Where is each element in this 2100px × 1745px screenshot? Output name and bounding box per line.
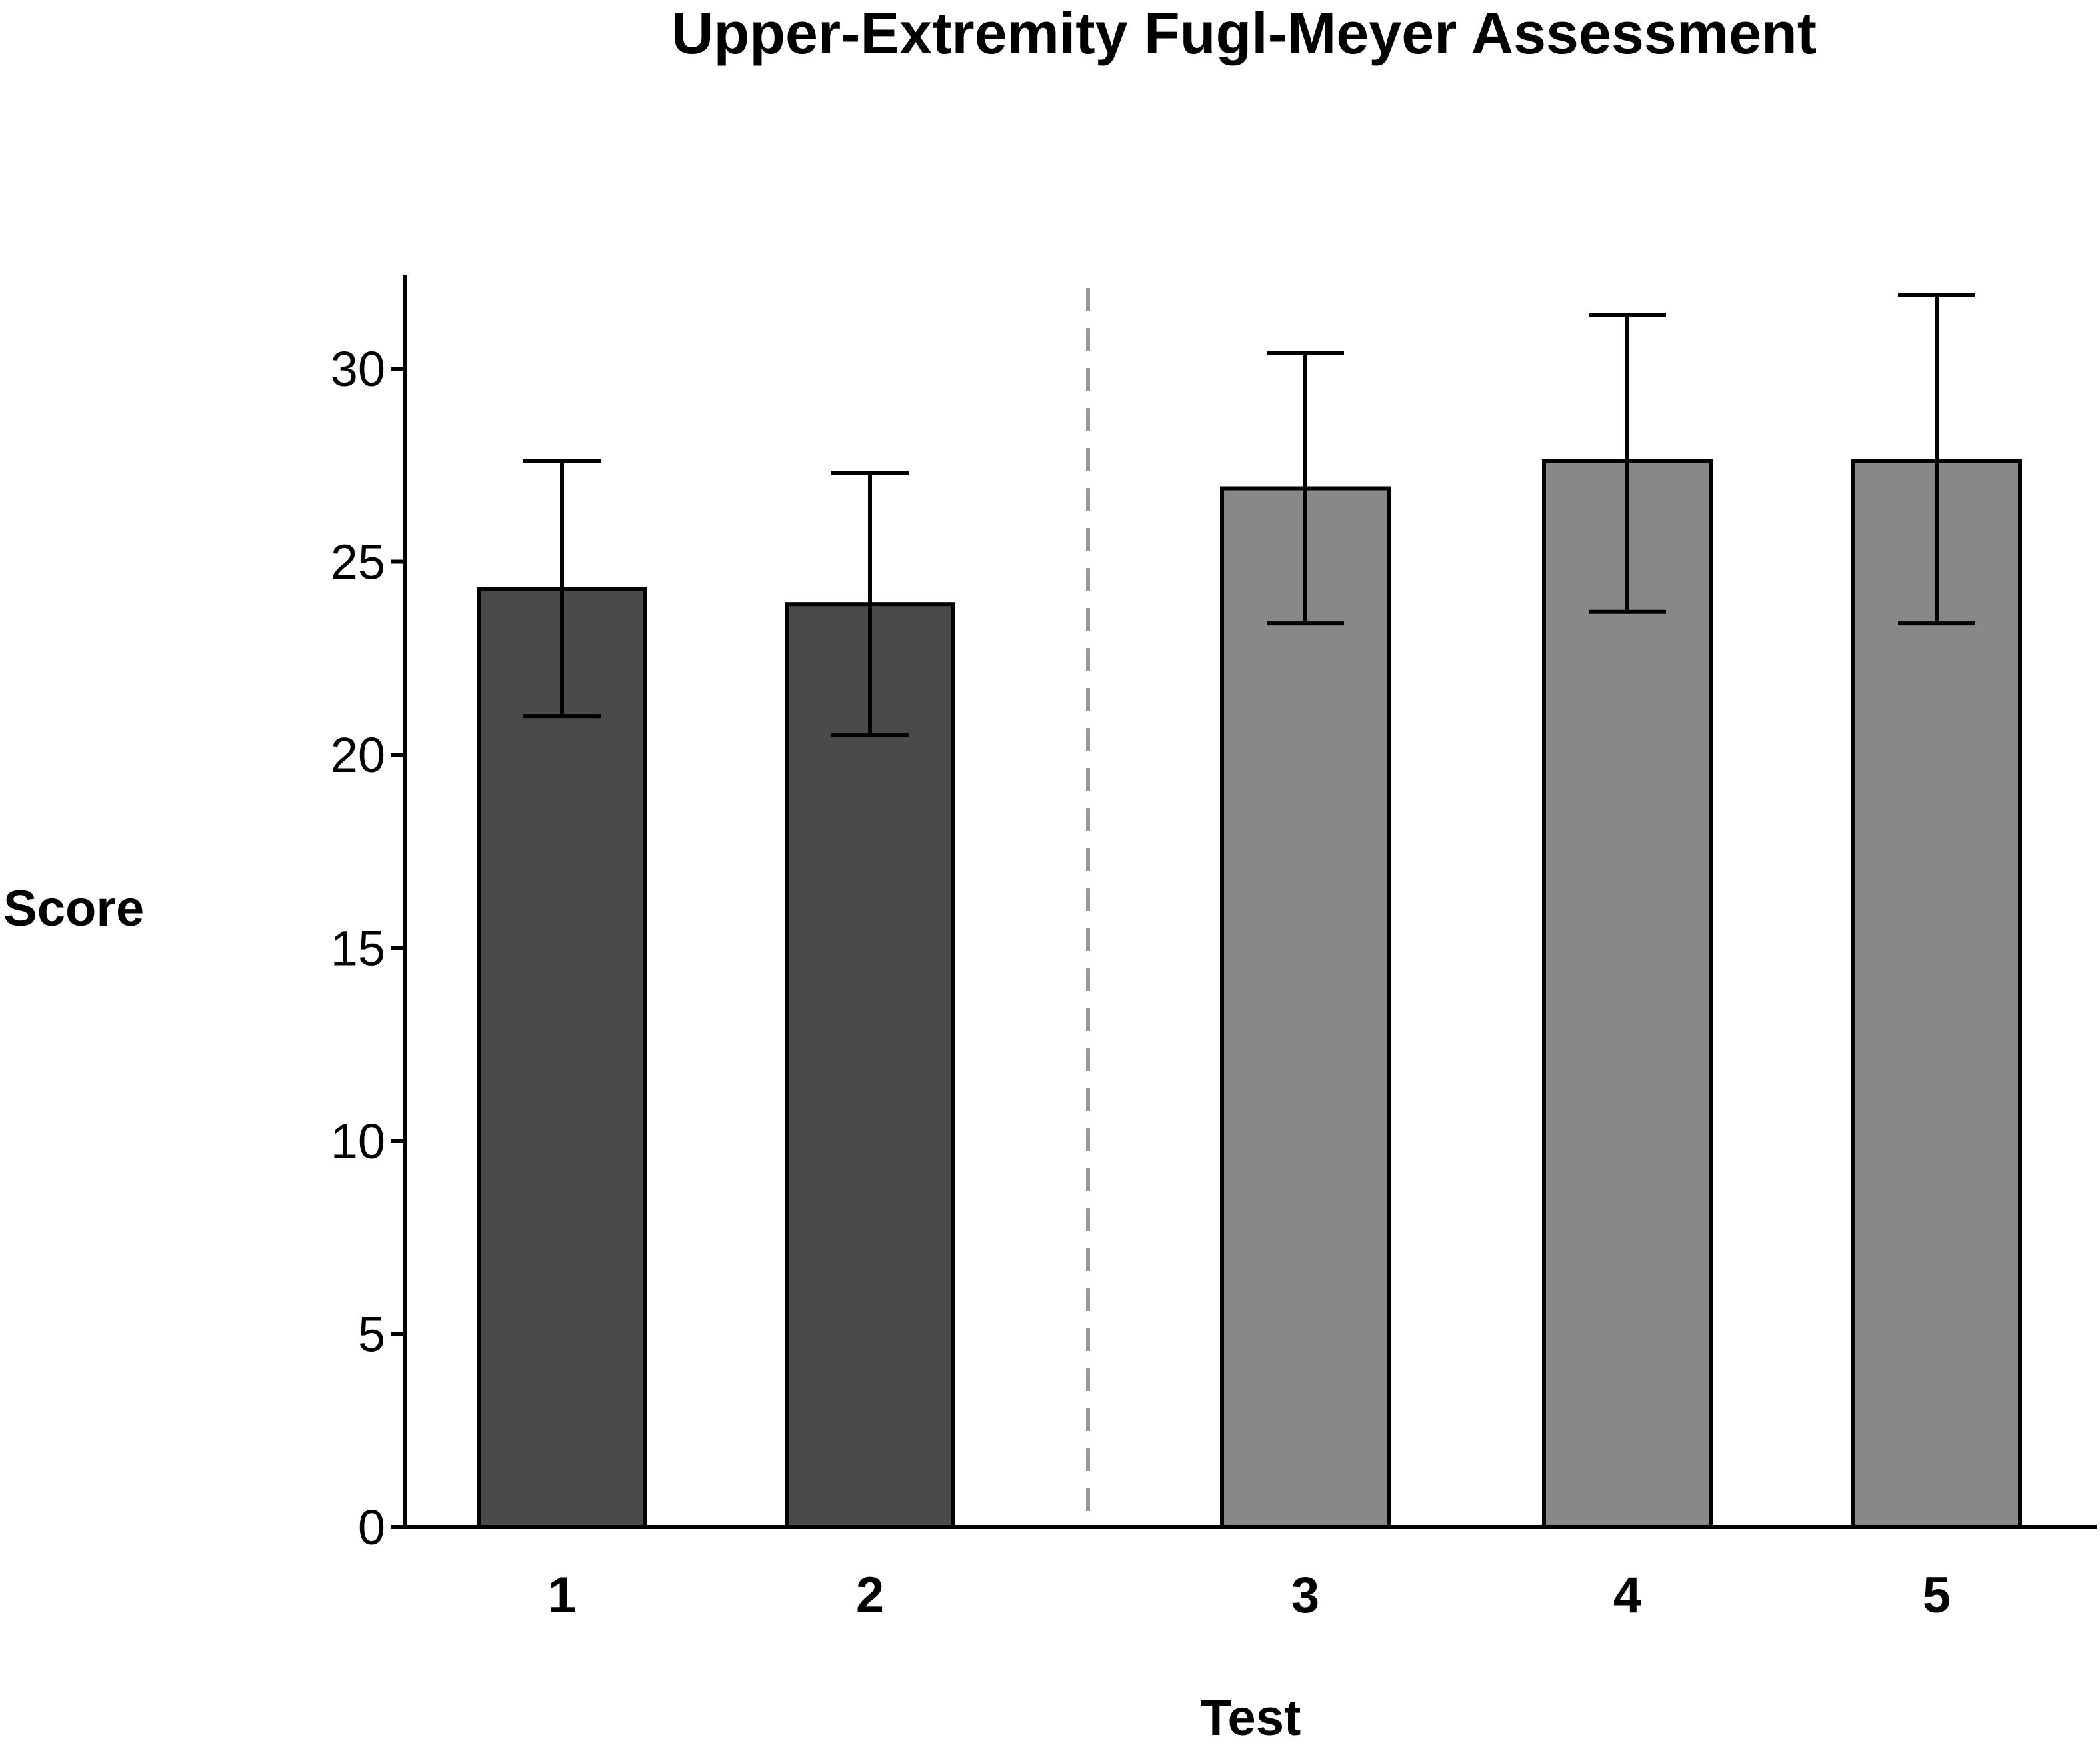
y-tick-label-30: 30 (331, 341, 385, 397)
x-tick-label-2: 2 (856, 1567, 884, 1624)
x-tick-label-4: 4 (1613, 1567, 1641, 1624)
axes-layer (403, 275, 2097, 1529)
bar-3 (1220, 486, 1391, 1529)
y-tick-label-20: 20 (331, 727, 385, 783)
x-tick-label-5: 5 (1923, 1567, 1951, 1624)
bars-layer (477, 459, 2022, 1530)
x-axis-label: Test (1201, 1690, 1301, 1745)
y-tick-label-5: 5 (358, 1307, 385, 1362)
x-tick-label-3: 3 (1291, 1567, 1319, 1624)
x-ticks-layer: 1 2 3 4 5 (548, 1567, 1951, 1624)
bar-4 (1542, 459, 1713, 1530)
bar-1 (477, 587, 647, 1529)
y-tick-label-10: 10 (331, 1114, 385, 1169)
y-ticks-layer: 0 5 10 15 20 25 30 (331, 341, 405, 1555)
chart-title: Upper-Extremity Fugl-Meyer Assessment (671, 0, 1817, 66)
y-tick-label-0: 0 (358, 1500, 385, 1555)
y-axis-label: Score (3, 880, 144, 937)
bar-2 (785, 602, 955, 1530)
error-bars-layer (523, 293, 1975, 738)
bar-5 (1851, 459, 2022, 1530)
y-tick-label-15: 15 (331, 921, 385, 976)
x-tick-label-1: 1 (548, 1567, 576, 1624)
y-tick-label-25: 25 (331, 535, 385, 590)
